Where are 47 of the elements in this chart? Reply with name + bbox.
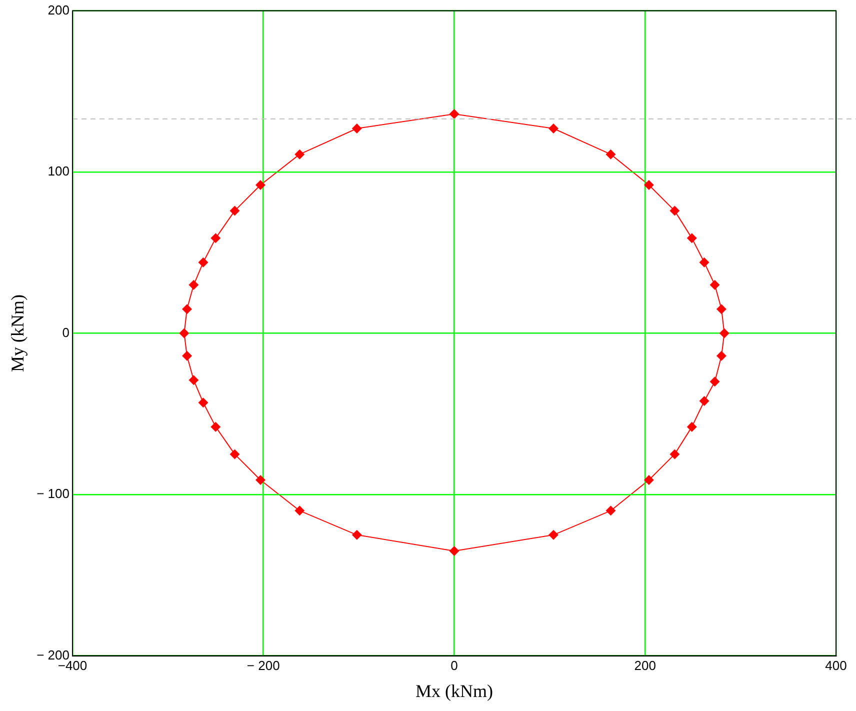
x-tick-label: 400 bbox=[825, 658, 847, 674]
point bbox=[606, 506, 616, 516]
point bbox=[716, 304, 726, 314]
y-tick-label: 0 bbox=[62, 324, 70, 340]
point bbox=[198, 398, 208, 408]
point bbox=[230, 206, 240, 216]
x-tick-label: − 200 bbox=[246, 658, 280, 674]
y-tick-label: − 100 bbox=[36, 486, 70, 502]
point bbox=[230, 449, 240, 460]
y-tick-label: 100 bbox=[48, 164, 70, 179]
point bbox=[182, 350, 192, 361]
x-tick-label: 200 bbox=[634, 658, 656, 674]
x-axis-title: Mx (kNm) bbox=[415, 680, 493, 701]
point bbox=[179, 328, 190, 338]
point bbox=[710, 280, 720, 290]
point bbox=[606, 149, 616, 160]
point bbox=[449, 109, 460, 119]
point bbox=[710, 376, 720, 387]
point bbox=[716, 350, 726, 361]
point bbox=[686, 422, 697, 432]
point bbox=[548, 530, 559, 540]
point bbox=[644, 180, 654, 190]
point bbox=[686, 233, 697, 244]
point bbox=[670, 206, 680, 216]
point bbox=[256, 180, 266, 190]
point bbox=[548, 124, 559, 134]
point bbox=[699, 257, 710, 268]
point bbox=[294, 506, 305, 516]
point bbox=[198, 257, 208, 268]
point bbox=[256, 475, 266, 486]
point bbox=[449, 546, 460, 556]
point bbox=[644, 475, 654, 486]
point bbox=[699, 396, 710, 406]
point bbox=[719, 328, 730, 338]
y-tick-label: 200 bbox=[48, 2, 70, 18]
point bbox=[210, 233, 221, 244]
point bbox=[188, 375, 199, 386]
point bbox=[294, 149, 305, 160]
y-tick-label: − 200 bbox=[36, 647, 70, 662]
point bbox=[188, 280, 199, 290]
y-axis-title: My (kNm) bbox=[8, 294, 28, 372]
point bbox=[670, 449, 680, 460]
point bbox=[182, 304, 192, 314]
x-tick-label: 0 bbox=[450, 658, 458, 674]
point bbox=[210, 422, 221, 432]
point bbox=[352, 530, 362, 540]
point bbox=[352, 124, 362, 134]
